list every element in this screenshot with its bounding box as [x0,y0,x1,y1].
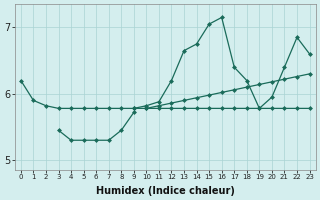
X-axis label: Humidex (Indice chaleur): Humidex (Indice chaleur) [96,186,235,196]
